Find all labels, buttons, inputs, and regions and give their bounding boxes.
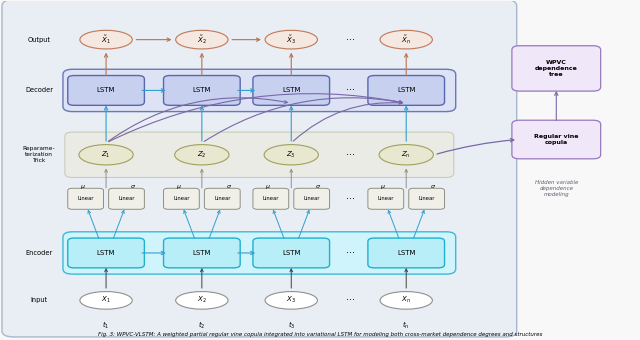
- FancyBboxPatch shape: [109, 188, 145, 209]
- FancyArrowPatch shape: [109, 94, 403, 142]
- Text: LSTM: LSTM: [193, 87, 211, 94]
- Text: Linear: Linear: [214, 196, 230, 201]
- FancyBboxPatch shape: [409, 188, 445, 209]
- Text: LSTM: LSTM: [397, 250, 415, 256]
- FancyBboxPatch shape: [65, 132, 454, 177]
- Ellipse shape: [265, 30, 317, 49]
- Text: $Z_1$: $Z_1$: [101, 150, 111, 160]
- Text: $Z_n$: $Z_n$: [401, 150, 411, 160]
- Text: $\sigma$: $\sigma$: [130, 183, 136, 190]
- FancyBboxPatch shape: [68, 238, 145, 268]
- Text: $X_2$: $X_2$: [197, 295, 207, 305]
- Text: LSTM: LSTM: [282, 87, 301, 94]
- FancyArrowPatch shape: [204, 98, 403, 141]
- Text: Linear: Linear: [77, 196, 94, 201]
- Text: $\tilde{X}_1$: $\tilde{X}_1$: [101, 33, 111, 46]
- Ellipse shape: [80, 292, 132, 309]
- FancyArrowPatch shape: [437, 138, 514, 154]
- Text: ···: ···: [346, 194, 355, 204]
- Text: Linear: Linear: [378, 196, 394, 201]
- Text: $\sigma$: $\sigma$: [226, 183, 232, 190]
- Text: $\mu$: $\mu$: [80, 183, 86, 191]
- Text: Decoder: Decoder: [25, 87, 53, 94]
- Text: $X_n$: $X_n$: [401, 295, 411, 305]
- Text: $\mu$: $\mu$: [266, 183, 271, 191]
- Text: LSTM: LSTM: [397, 87, 415, 94]
- FancyBboxPatch shape: [2, 0, 516, 337]
- Text: $t_3$: $t_3$: [287, 320, 295, 332]
- Text: Reparame-
terization
Trick: Reparame- terization Trick: [22, 147, 55, 163]
- Text: Output: Output: [28, 37, 51, 42]
- Text: $Z_3$: $Z_3$: [287, 150, 296, 160]
- FancyBboxPatch shape: [368, 188, 404, 209]
- Text: Fig. 3: WPVC-VLSTM: A weighted partial regular vine copula integrated into varia: Fig. 3: WPVC-VLSTM: A weighted partial r…: [98, 332, 542, 337]
- FancyArrowPatch shape: [108, 98, 287, 141]
- Text: Linear: Linear: [303, 196, 320, 201]
- Text: WPVC
dependence
tree: WPVC dependence tree: [535, 60, 578, 77]
- Text: $\tilde{X}_n$: $\tilde{X}_n$: [401, 33, 411, 46]
- Text: Hidden variable
dependence
modeling: Hidden variable dependence modeling: [534, 180, 578, 197]
- Text: $X_1$: $X_1$: [101, 295, 111, 305]
- Text: $\mu$: $\mu$: [176, 183, 182, 191]
- FancyBboxPatch shape: [164, 188, 199, 209]
- Text: $Z_2$: $Z_2$: [197, 150, 207, 160]
- FancyBboxPatch shape: [68, 75, 145, 105]
- Text: $t_n$: $t_n$: [403, 320, 410, 332]
- FancyBboxPatch shape: [164, 238, 240, 268]
- Text: ···: ···: [346, 150, 355, 160]
- FancyBboxPatch shape: [253, 75, 330, 105]
- Ellipse shape: [80, 30, 132, 49]
- Ellipse shape: [175, 30, 228, 49]
- Text: Encoder: Encoder: [26, 250, 52, 256]
- FancyBboxPatch shape: [368, 75, 445, 105]
- FancyBboxPatch shape: [63, 69, 456, 112]
- FancyBboxPatch shape: [253, 238, 330, 268]
- FancyBboxPatch shape: [512, 120, 601, 159]
- Ellipse shape: [380, 292, 433, 309]
- FancyBboxPatch shape: [294, 188, 330, 209]
- Ellipse shape: [380, 30, 433, 49]
- Text: $\tilde{X}_3$: $\tilde{X}_3$: [286, 33, 296, 46]
- Text: $\tilde{X}_2$: $\tilde{X}_2$: [197, 33, 207, 46]
- Text: LSTM: LSTM: [97, 87, 115, 94]
- Text: ···: ···: [346, 35, 355, 45]
- Text: LSTM: LSTM: [97, 250, 115, 256]
- Ellipse shape: [264, 144, 319, 165]
- Text: ···: ···: [346, 85, 355, 96]
- Text: LSTM: LSTM: [193, 250, 211, 256]
- FancyBboxPatch shape: [368, 238, 445, 268]
- Text: Linear: Linear: [419, 196, 435, 201]
- Text: ···: ···: [346, 248, 355, 258]
- Text: LSTM: LSTM: [282, 250, 301, 256]
- Text: $\sigma$: $\sigma$: [430, 183, 436, 190]
- Text: Linear: Linear: [173, 196, 189, 201]
- FancyBboxPatch shape: [68, 188, 104, 209]
- Text: Linear: Linear: [118, 196, 135, 201]
- Text: $t_2$: $t_2$: [198, 320, 205, 332]
- FancyBboxPatch shape: [253, 188, 289, 209]
- Ellipse shape: [379, 144, 433, 165]
- Text: Regular vine
copula: Regular vine copula: [534, 134, 579, 145]
- FancyArrowPatch shape: [293, 101, 402, 141]
- FancyBboxPatch shape: [512, 46, 601, 91]
- Text: $\sigma$: $\sigma$: [315, 183, 321, 190]
- Ellipse shape: [175, 144, 229, 165]
- FancyBboxPatch shape: [63, 232, 456, 274]
- Text: $X_3$: $X_3$: [286, 295, 296, 305]
- Ellipse shape: [79, 144, 133, 165]
- Text: ···: ···: [346, 295, 355, 305]
- Ellipse shape: [265, 292, 317, 309]
- Text: Input: Input: [31, 298, 47, 303]
- Ellipse shape: [175, 292, 228, 309]
- FancyBboxPatch shape: [204, 188, 240, 209]
- FancyBboxPatch shape: [164, 75, 240, 105]
- Text: Linear: Linear: [262, 196, 279, 201]
- Text: $t_1$: $t_1$: [102, 320, 109, 332]
- Text: $\mu$: $\mu$: [380, 183, 386, 191]
